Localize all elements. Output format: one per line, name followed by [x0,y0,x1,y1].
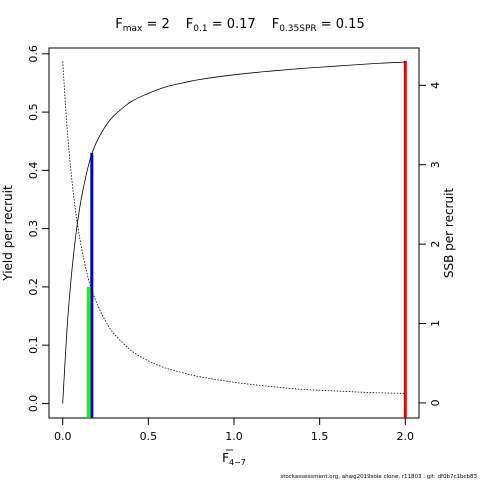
y-left-tick-label: 0.5 [27,103,40,121]
plot-frame [48,47,420,419]
x-label-symbol: F [222,451,229,465]
x-label-subscript: 4−7 [229,458,246,467]
y-left-tick-label: 0.0 [27,395,40,413]
title-term-symbol: F [272,17,279,32]
chart-title: Fmax = 2 F0.1 = 0.17 F0.35SPR = 0.15 [115,17,364,34]
x-tick-label: 1.5 [311,430,329,443]
ssb-per-recruit-curve [62,61,406,394]
title-term-symbol: F [115,17,122,32]
title-term-value: = 0.17 [208,17,256,32]
x-axis: 0.0 0.5 1.0 1.5 2.0 [54,417,415,443]
y-right-tick-label: 2 [429,241,442,248]
x-tick-label: 0.5 [140,430,158,443]
y-left-tick-label: 0.4 [27,162,40,180]
x-tick-label: 2.0 [397,430,415,443]
x-tick-label: 0.0 [54,430,72,443]
x-tick-label: 1.0 [225,430,243,443]
y-right-tick-label: 1 [429,320,442,327]
y-right-tick-label: 3 [429,161,442,168]
y-left-tick-label: 0.1 [27,336,40,354]
y-left-tick-label: 0.3 [27,220,40,238]
y-right-tick-label: 0 [429,399,442,406]
y-axis-left-label: Yield per recruit [1,185,15,282]
y-right-tick-label: 4 [429,82,442,89]
y-left-tick-label: 0.2 [27,278,40,296]
title-term-subscript: max [123,24,143,34]
y-left-tick-label: 0.6 [27,45,40,63]
x-axis-label: F4−7 [222,451,246,467]
title-term-subscript: 0.1 [193,24,207,34]
reference-lines [86,60,407,418]
y-axis-left: 0.0 0.1 0.2 0.3 0.4 0.5 0.6 [27,45,49,412]
y-axis-right-label: SSB per recruit [442,188,456,279]
footer-text: stockassessment.org, ahwg2019sole clone,… [280,474,477,480]
y-axis-right: 0 1 2 3 4 [419,82,442,406]
title-term-symbol: F [186,17,193,32]
title-term-value: = 2 [142,17,169,32]
yield-per-recruit-curve [62,61,406,404]
title-term-value: = 0.15 [317,17,365,32]
title-term-subscript: 0.35SPR [279,24,316,34]
